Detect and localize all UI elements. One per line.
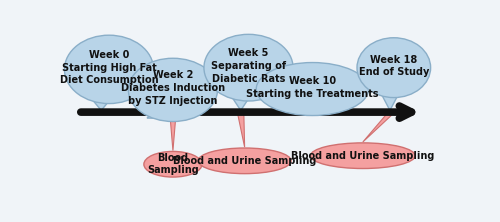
Ellipse shape	[198, 148, 291, 174]
Text: Blood
Sampling: Blood Sampling	[147, 153, 199, 175]
Ellipse shape	[310, 143, 415, 168]
Ellipse shape	[357, 38, 430, 98]
Text: Week 5
Separating of
Diabetic Rats: Week 5 Separating of Diabetic Rats	[211, 48, 286, 84]
Polygon shape	[286, 110, 304, 112]
Text: Week 0
Starting High Fat
Diet Consumption: Week 0 Starting High Fat Diet Consumptio…	[60, 50, 158, 85]
Polygon shape	[238, 114, 244, 147]
Text: Week 10
Starting the Treatments: Week 10 Starting the Treatments	[246, 76, 378, 99]
Polygon shape	[92, 100, 110, 110]
Ellipse shape	[128, 58, 218, 121]
Polygon shape	[147, 110, 164, 118]
Polygon shape	[232, 98, 250, 110]
Ellipse shape	[256, 63, 368, 115]
Ellipse shape	[144, 151, 202, 177]
Text: Blood and Urine Sampling: Blood and Urine Sampling	[291, 151, 434, 161]
Ellipse shape	[204, 34, 293, 101]
Text: Week 2
Diabetes Induction
by STZ Injection: Week 2 Diabetes Induction by STZ Injecti…	[121, 70, 225, 106]
Ellipse shape	[64, 35, 154, 104]
Text: Blood and Urine Sampling: Blood and Urine Sampling	[173, 156, 316, 166]
Text: Week 18
End of Study: Week 18 End of Study	[358, 55, 429, 77]
Polygon shape	[170, 114, 176, 151]
Polygon shape	[382, 94, 398, 110]
Polygon shape	[363, 114, 393, 142]
